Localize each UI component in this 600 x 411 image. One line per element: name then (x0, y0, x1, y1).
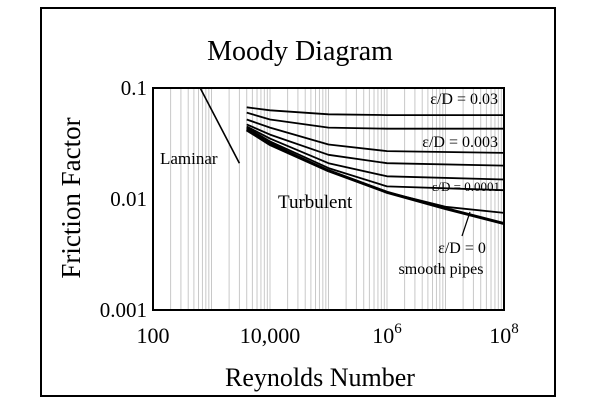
x-tick-label: 106 (372, 321, 402, 348)
series-line-2 (246, 118, 505, 154)
y-axis-label: Friction Factor (56, 117, 86, 278)
series-smooth-pipes (245, 128, 505, 226)
y-tick-labels: 0.1 0.01 0.001 (100, 76, 147, 322)
series-label-0.03: ε/D = 0.03 (430, 91, 498, 108)
x-tick-label: 108 (489, 321, 519, 348)
series-line-3 (246, 123, 505, 167)
laminar-label: Laminar (160, 149, 218, 168)
smooth-pipes-label: smooth pipes (399, 261, 484, 278)
series-line-4 (246, 125, 505, 181)
turbulent-label: Turbulent (278, 192, 353, 213)
x-tick-label: 100 (137, 323, 170, 348)
x-axis-label: Reynolds Number (225, 363, 415, 392)
x-tick-labels: 100 10,000 106 108 (137, 321, 519, 348)
data-series (199, 87, 505, 226)
chart-title: Moody Diagram (207, 36, 393, 67)
series-label-0.0001: ε/D = 0.0001 (432, 179, 500, 194)
series-line-5 (246, 126, 505, 192)
laminar-line (199, 87, 241, 164)
y-tick-label: 0.1 (121, 76, 147, 100)
series-label-smooth: ε/D = 0 (438, 240, 486, 257)
series-line-0 (246, 106, 504, 116)
x-tick-label: 10,000 (240, 323, 301, 348)
series-label-0.003: ε/D = 0.003 (422, 134, 498, 151)
smooth-pipes-pointer (461, 211, 471, 237)
y-tick-label: 0.001 (100, 298, 147, 322)
y-tick-label: 0.01 (110, 187, 147, 211)
plot-border (152, 87, 505, 311)
series-line-1 (246, 111, 504, 130)
